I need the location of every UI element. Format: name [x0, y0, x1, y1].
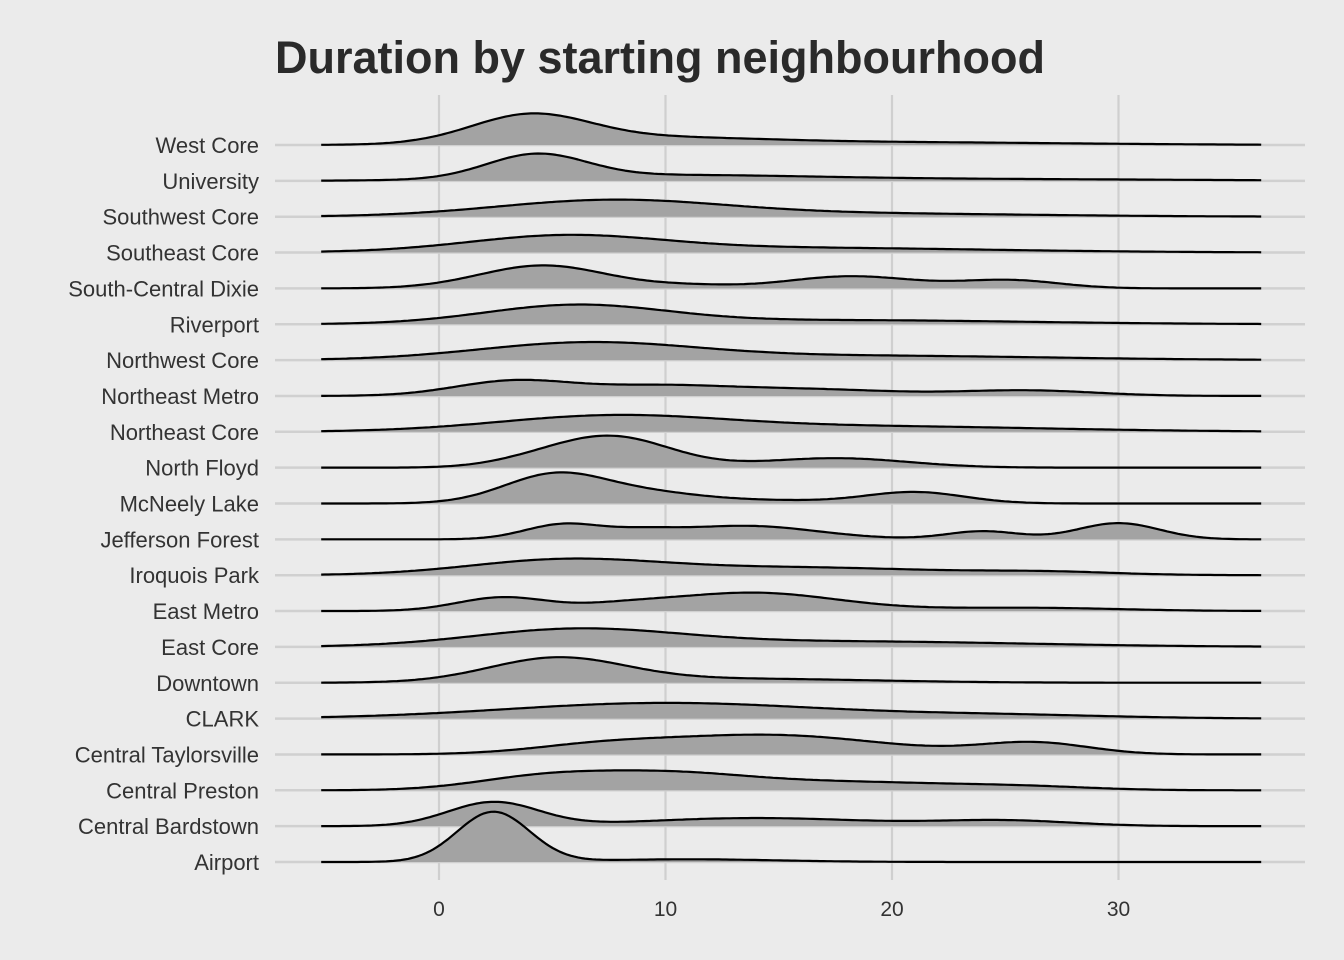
ridge-outline	[321, 733, 1262, 756]
ridge-outline	[321, 378, 1262, 397]
ridge-outline	[321, 434, 1262, 469]
ridge-fill	[321, 657, 1262, 683]
ridge-outline	[321, 198, 1262, 218]
ridge-northeast-core	[321, 413, 1262, 433]
y-tick-label: West Core	[155, 133, 259, 158]
ridge-west-core	[321, 112, 1262, 146]
y-tick-label: Airport	[194, 850, 259, 875]
ridge-iroquois-park	[321, 557, 1262, 577]
y-tick-label: Southwest Core	[102, 205, 259, 230]
y-tick-label: Northeast Core	[110, 420, 259, 445]
y-tick-label: Jefferson Forest	[100, 527, 259, 552]
ridge-northwest-core	[321, 340, 1262, 361]
ridge-fill	[321, 435, 1262, 468]
ridge-north-floyd	[321, 434, 1262, 469]
ridge-outline	[321, 413, 1262, 433]
ridge-outline	[321, 340, 1262, 361]
ridge-outline	[321, 557, 1262, 577]
x-tick-label: 10	[654, 898, 677, 921]
ridge-outline	[321, 769, 1262, 792]
ridge-east-metro	[321, 591, 1262, 613]
chart-title: Duration by starting neighbourhood	[275, 32, 1045, 83]
ridge-outline	[321, 112, 1262, 146]
ridge-clark	[321, 701, 1262, 720]
y-tick-label: South-Central Dixie	[68, 276, 259, 301]
y-axis-labels: West Core University Southwest Core Southea…	[68, 133, 260, 875]
y-tick-label: East Metro	[153, 599, 259, 624]
ridge-downtown	[321, 656, 1262, 684]
ridge-fill	[321, 153, 1262, 181]
ridge-fill	[321, 304, 1262, 325]
ridge-outline	[321, 810, 1262, 864]
ridge-fill	[321, 811, 1262, 862]
ridge-south-central-dixie	[321, 264, 1262, 290]
y-tick-label: McNeely Lake	[120, 492, 259, 517]
ridges	[321, 112, 1262, 864]
ridge-fill	[321, 592, 1262, 612]
ridge-fill	[321, 199, 1262, 217]
ridge-fill	[321, 472, 1262, 504]
ridge-outline	[321, 627, 1262, 648]
ridge-central-preston	[321, 769, 1262, 792]
ridge-outline	[321, 656, 1262, 684]
ridge-riverport	[321, 303, 1262, 326]
ridge-outline	[321, 264, 1262, 290]
y-tick-label: University	[162, 169, 259, 194]
x-tick-label: 30	[1107, 898, 1130, 921]
x-axis-labels: 0 10 20 30	[433, 898, 1130, 921]
ridge-fill	[321, 734, 1262, 755]
ridge-outline	[321, 591, 1262, 613]
y-tick-label: Northwest Core	[106, 348, 259, 373]
y-tick-label: CLARK	[186, 707, 260, 732]
y-tick-label: Riverport	[170, 312, 259, 337]
ridge-central-taylorsville	[321, 733, 1262, 756]
ridge-northeast-metro	[321, 378, 1262, 397]
ridge-outline	[321, 152, 1262, 182]
ridge-outline	[321, 471, 1262, 505]
ridge-mcneely-lake	[321, 471, 1262, 505]
ridge-airport	[321, 810, 1262, 864]
ridge-outline	[321, 522, 1262, 541]
ridge-university	[321, 152, 1262, 182]
ridge-jefferson-forest	[321, 522, 1262, 541]
ridge-fill	[321, 523, 1262, 540]
y-tick-label: Iroquois Park	[129, 563, 260, 588]
ridge-fill	[321, 234, 1262, 253]
y-tick-label: Central Preston	[106, 778, 259, 803]
ridge-fill	[321, 342, 1262, 361]
ridge-outline	[321, 303, 1262, 326]
x-tick-label: 20	[880, 898, 903, 921]
ridge-fill	[321, 113, 1262, 145]
ridge-fill	[321, 801, 1262, 827]
ridge-outline	[321, 233, 1262, 254]
y-tick-label: Central Bardstown	[78, 814, 259, 839]
ridge-southwest-core	[321, 198, 1262, 218]
ridge-outline	[321, 701, 1262, 720]
y-tick-label: Northeast Metro	[101, 384, 259, 409]
y-tick-label: East Core	[161, 635, 259, 660]
ridge-fill	[321, 770, 1262, 791]
ridge-central-bardstown	[321, 800, 1262, 828]
x-tick-label: 0	[433, 898, 445, 921]
y-tick-label: Southeast Core	[106, 241, 259, 266]
ridge-fill	[321, 379, 1262, 396]
ridge-east-core	[321, 627, 1262, 648]
ridge-southeast-core	[321, 233, 1262, 254]
ridge-outline	[321, 800, 1262, 828]
y-tick-label: Central Taylorsville	[75, 742, 259, 767]
y-tick-label: Downtown	[156, 671, 259, 696]
y-tick-label: North Floyd	[145, 456, 259, 481]
ridge-fill	[321, 628, 1262, 647]
ridge-fill	[321, 265, 1262, 289]
